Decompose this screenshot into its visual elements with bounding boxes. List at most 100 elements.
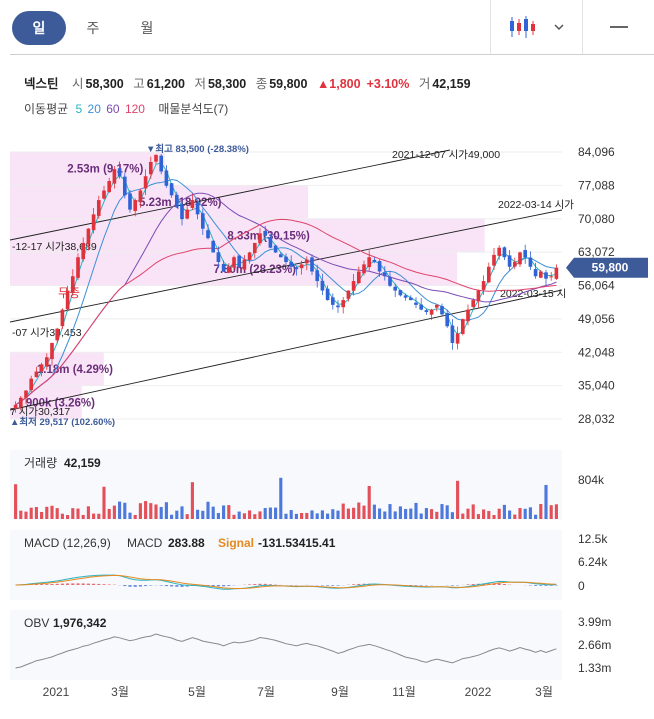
candle-body [206,230,210,239]
candle-body [523,250,528,258]
price-tick-label: 42,048 [578,345,615,359]
candle-body [367,257,372,268]
candle-body [242,259,247,270]
volume-bar [76,508,80,519]
macd-histogram-bar [86,583,90,585]
volume-bar [492,514,496,519]
volume-bar [185,514,189,519]
x-tick-label: 3월 [111,685,129,699]
volume-bar [227,505,231,519]
volume-bar [372,504,376,519]
volume-bar [404,508,408,519]
high-marker: ▼최고 83,500 (-28.38%) [146,143,249,155]
price-tick-label: 56,064 [578,279,615,293]
macd-histogram-bar [419,585,423,586]
volume-axis-label: 804k [578,473,605,487]
volume-bar [50,505,54,519]
macd-histogram-bar [357,583,361,585]
candle-body [398,290,403,296]
volume-bar [445,505,449,519]
candle-body [429,309,434,315]
candle-body [55,328,60,341]
candle-body [393,286,398,291]
volume-bar [305,512,309,519]
macd-histogram-bar [81,583,85,585]
tab-weekly[interactable]: 주 [86,20,100,36]
volume-bar [232,514,236,519]
volume-bar [528,507,532,519]
trendline-label: 7 시가30,317 [10,406,70,418]
volume-bar [45,506,49,519]
volume-bar [242,513,246,519]
trendline-label: 2022-03-14 시가 [498,199,574,211]
candle-body [122,176,127,196]
indicator-legend[interactable]: 이동평균 5 20 60 120 매물분석도(7) [24,100,232,117]
close-price: 59,800 [269,77,308,91]
tab-daily[interactable]: 일 [12,11,66,45]
macd-histogram-bar [92,583,96,585]
candle-body [39,364,44,372]
volume-bar [284,513,288,519]
signal-value: -131.53415.41 [258,536,336,550]
volume-bar [118,501,122,519]
candle-body [320,280,325,291]
volume-bar [81,514,85,519]
volume-bar [216,512,220,519]
volume-bar [294,513,298,519]
low-marker: ▲최저 29,517 (102.60%) [10,416,115,428]
candle-body [476,290,481,302]
signal-line [15,574,557,589]
price-axis: 84,096 77,088 70,080 63,072 56,064 49,056 42,0… [578,145,615,426]
candle-body [538,271,543,278]
candle-body [86,228,91,244]
volume-bar [274,507,278,519]
trendline [9,209,563,323]
macd-histogram-bar [320,585,324,586]
candle-body [471,300,476,307]
macd-histogram-bar [71,583,75,585]
chart-type-button[interactable] [490,0,582,54]
candle-body [237,255,242,267]
menu-button[interactable] [582,0,654,54]
volume-bar [253,514,257,519]
volume-bar [300,512,304,519]
close-label: 종 [255,77,268,91]
volume-bar [190,482,194,519]
volume-bar [164,502,168,519]
price-tick-label: 28,032 [578,412,615,426]
volume-bar [554,504,558,519]
candle-body [492,254,496,266]
volume-bar [315,513,319,519]
macd-histogram-bar [175,585,179,587]
candle-body [450,325,455,343]
candle-body [310,257,314,272]
macd-histogram-bar [144,585,148,587]
volume-bar [393,511,397,519]
volume-profile-label: 900k (3.26%) [26,397,95,409]
macd-histogram-bar [326,585,330,586]
candle-body [507,255,512,267]
volume-bar [539,503,543,519]
volume-bar [502,504,506,519]
candle-body [180,204,184,220]
timeframe-tabs: 일 주 월 [12,10,174,46]
volume-bar [346,508,350,519]
price-grid [10,151,562,420]
volume-bar [268,507,272,519]
candle-body [117,168,122,177]
x-tick-label: 2022 [465,685,492,699]
tab-monthly[interactable]: 월 [140,20,154,36]
volume-bar [133,514,137,519]
macd-value: 283.88 [168,536,205,550]
volume-profile-band [10,152,165,186]
volume-bar [310,510,314,519]
volume-bar [518,508,522,519]
volume-bar [523,508,527,519]
volume-bar [170,514,174,519]
candle-body [377,261,382,272]
annotation-label: 무증 [58,286,80,300]
volume-bar [112,505,116,519]
candle-body [263,230,268,236]
quote-summary: 넥스틴 시 58,300 고 61,200 저 58,300 종 59,800 ▲1,8… [24,73,477,92]
